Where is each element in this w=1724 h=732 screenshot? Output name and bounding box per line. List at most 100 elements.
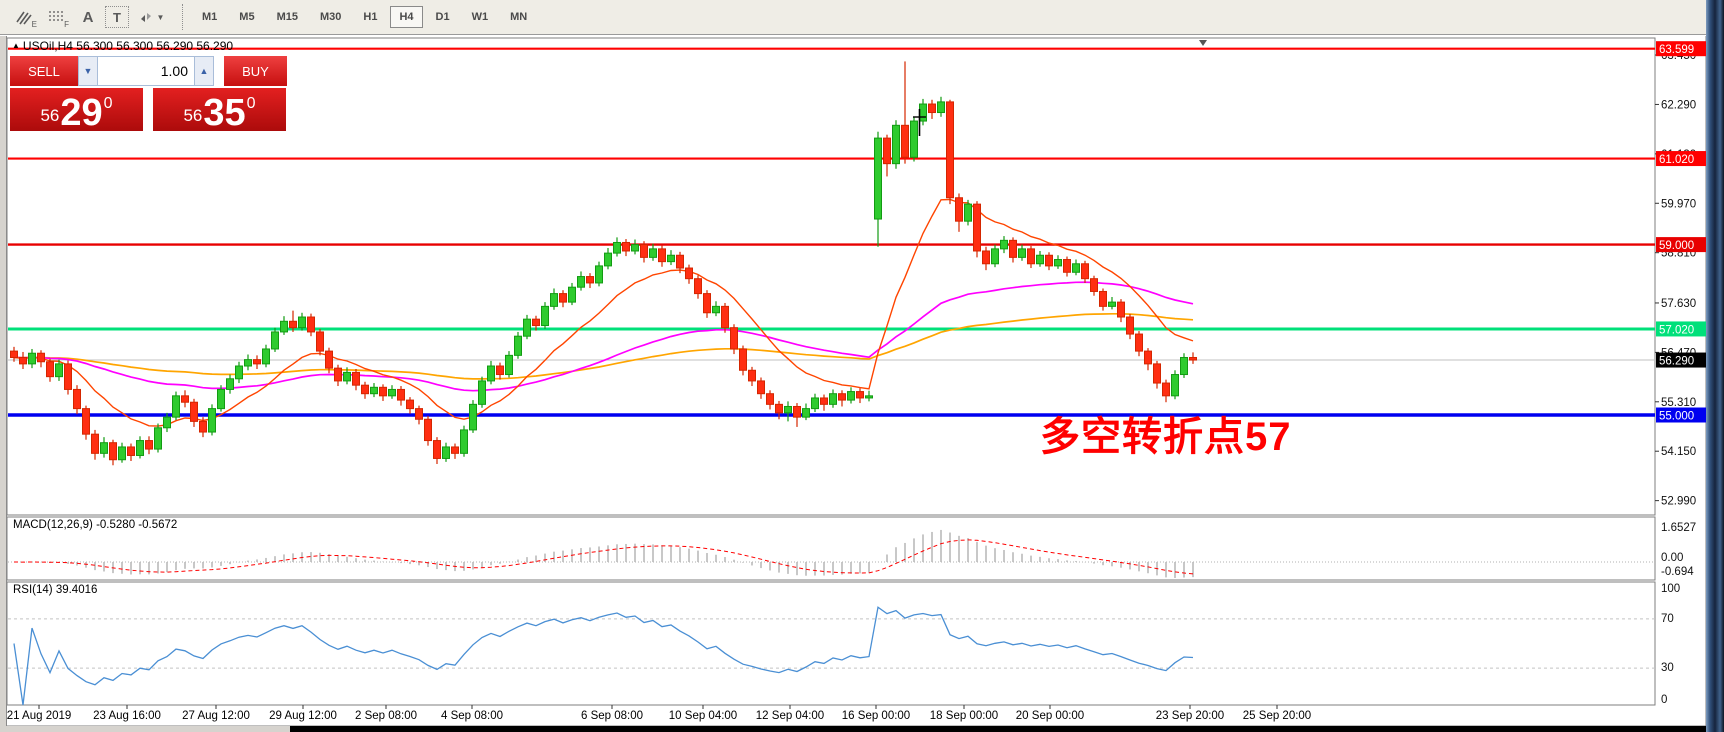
candle-body — [919, 103, 927, 122]
timeframe-button-m30[interactable]: M30 — [311, 6, 350, 28]
timeframe-button-mn[interactable]: MN — [501, 6, 536, 28]
macd-signal-line — [13, 539, 1194, 575]
timeframe-button-d1[interactable]: D1 — [427, 6, 459, 28]
candle-body — [433, 440, 441, 459]
timeframe-button-m15[interactable]: M15 — [268, 6, 307, 28]
price-tick-label: 57.630 — [1661, 298, 1696, 310]
sell-price-tile[interactable]: 56 29 0 — [10, 88, 143, 134]
chart-shift-triangle — [1199, 40, 1207, 46]
buy-price-tile[interactable]: 56 35 0 — [153, 88, 286, 134]
candle-body — [136, 440, 144, 456]
timeframe-button-w1[interactable]: W1 — [463, 6, 498, 28]
timeframe-button-m5[interactable]: M5 — [230, 6, 263, 28]
text-tool-icon[interactable]: T — [105, 6, 129, 28]
candle-body — [532, 318, 540, 327]
volume-decrease-button[interactable]: ▼ — [78, 56, 98, 86]
candle-body — [1018, 248, 1026, 258]
cursor-tool-icon[interactable]: ▼ — [131, 4, 171, 30]
timeframe-button-h1[interactable]: H1 — [354, 6, 386, 28]
indicator-axis-label: 0.00 — [1661, 552, 1683, 564]
candle-body — [559, 293, 567, 303]
candle-body — [217, 388, 225, 410]
candle-body — [307, 316, 315, 333]
price-badge-label: 57.020 — [1659, 324, 1694, 336]
candle-body — [595, 265, 603, 284]
sell-price-big: 29 — [60, 91, 103, 134]
candle-body — [739, 348, 747, 371]
candle-body — [370, 386, 378, 395]
candle-body — [793, 405, 801, 418]
channel-tool-icon[interactable]: E — [9, 4, 39, 30]
timeframe-button-h4[interactable]: H4 — [390, 6, 423, 28]
candle-body — [1189, 356, 1197, 361]
buy-price-prefix: 56 — [183, 106, 203, 125]
candle-body — [1054, 259, 1062, 267]
candle-body — [19, 356, 27, 365]
ma-line-130 — [13, 312, 1194, 380]
price-tick-label: 59.970 — [1661, 198, 1696, 210]
candle-body — [37, 352, 45, 363]
time-axis-label: 2 Sep 08:00 — [355, 710, 417, 722]
pane-border — [6, 581, 1656, 706]
price-badge — [1656, 41, 1706, 57]
candle-body — [1117, 301, 1125, 318]
timeframe-button-m1[interactable]: M1 — [193, 6, 226, 28]
candle-body — [955, 197, 963, 222]
candle-body — [397, 388, 405, 401]
text-label-tool-icon[interactable]: A — [82, 8, 94, 26]
buy-button[interactable]: BUY — [224, 56, 287, 86]
candle-body — [856, 391, 864, 399]
fibonacci-tool-icon[interactable]: F — [41, 4, 71, 30]
time-axis-label: 27 Aug 12:00 — [182, 710, 250, 722]
time-axis-label: 23 Sep 20:00 — [1156, 710, 1224, 722]
volume-increase-button[interactable]: ▲ — [194, 56, 214, 86]
candle-body — [1063, 259, 1071, 273]
candle-body — [829, 393, 837, 405]
candle-body — [784, 405, 792, 414]
price-badge-label: 59.000 — [1659, 240, 1694, 252]
candle-body — [694, 278, 702, 295]
price-badge — [1656, 407, 1706, 423]
candle-body — [649, 248, 657, 258]
candle-body — [361, 384, 369, 395]
volume-input[interactable]: 1.00 — [98, 56, 194, 86]
candle-body — [874, 137, 882, 220]
buy-price-sup: 0 — [246, 95, 256, 112]
time-axis-label: 21 Aug 2019 — [7, 710, 72, 722]
candle-body — [514, 335, 522, 356]
candle-body — [298, 316, 306, 329]
candle-body — [577, 276, 585, 288]
candle-body — [280, 320, 288, 333]
candle-body — [838, 393, 846, 401]
price-badge — [1656, 321, 1706, 337]
candle-body — [658, 248, 666, 263]
indicator-axis-label: -0.694 — [1661, 566, 1694, 578]
candle-body — [604, 252, 612, 267]
candle-body — [721, 305, 729, 329]
candle-body — [712, 305, 720, 314]
time-axis-label: 10 Sep 04:00 — [669, 710, 737, 722]
candle-body — [523, 318, 531, 337]
window-left-edge — [0, 36, 7, 726]
candle-body — [892, 124, 900, 165]
candle-body — [208, 408, 216, 433]
candle-body — [811, 397, 819, 410]
time-axis-label: 12 Sep 04:00 — [756, 710, 824, 722]
candle-body — [1045, 254, 1053, 267]
rsi-line — [13, 606, 1194, 706]
price-tick-label: 55.310 — [1661, 397, 1696, 409]
candle-body — [469, 403, 477, 431]
candle-body — [541, 305, 549, 327]
candle-body — [928, 103, 936, 114]
candle-body — [343, 371, 351, 382]
taskbar-edge — [0, 726, 1706, 732]
buy-price-big: 35 — [203, 91, 246, 134]
candle-body — [73, 388, 81, 410]
pane-border — [6, 37, 1656, 516]
candle-body — [316, 331, 324, 352]
indicator-axis-label: 1.6527 — [1661, 522, 1696, 534]
sell-button[interactable]: SELL — [10, 56, 78, 86]
candle-body — [172, 395, 180, 418]
candle-body — [487, 365, 495, 382]
